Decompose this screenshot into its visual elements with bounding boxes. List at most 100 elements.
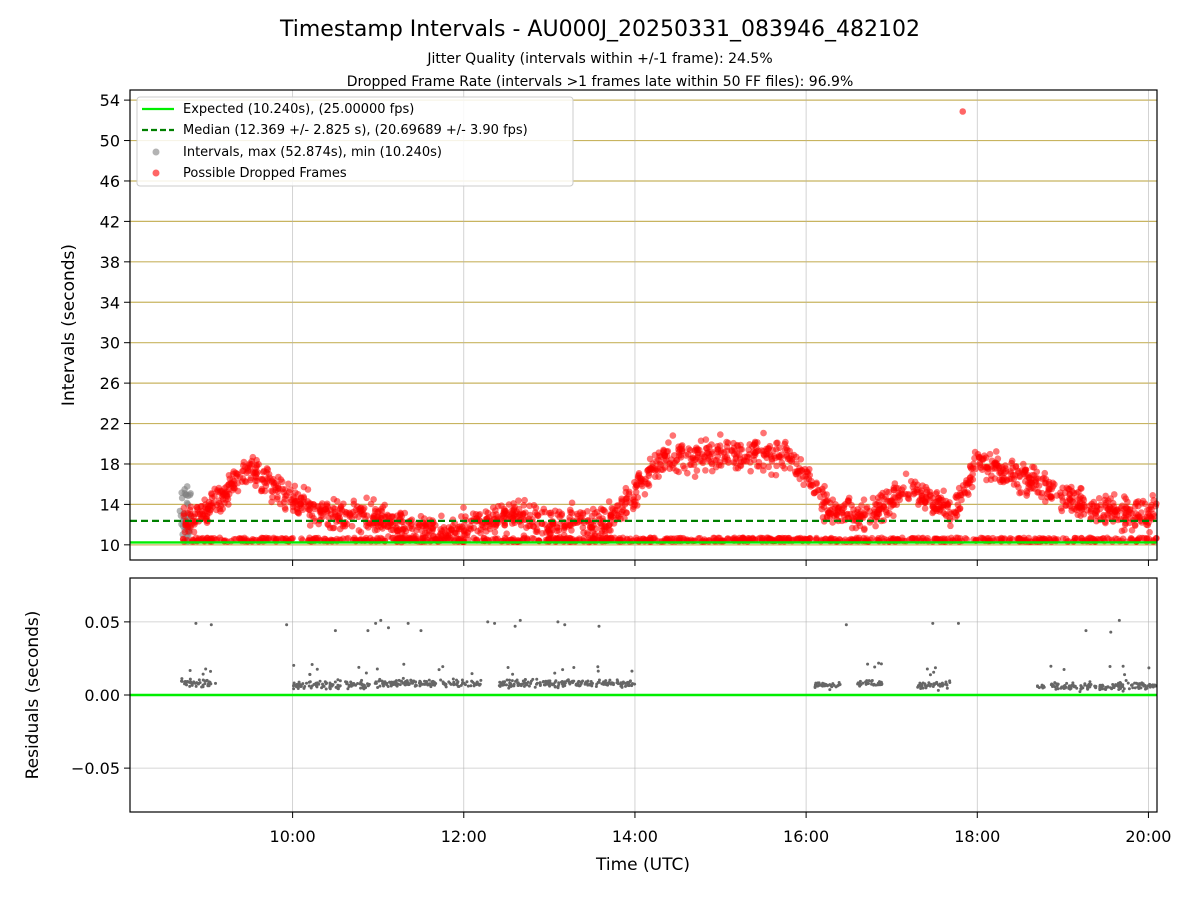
dropped-frame-point: [554, 511, 561, 518]
residual-point: [359, 686, 363, 690]
dropped-frame-point: [449, 516, 457, 524]
dropped-frame-point: [1083, 506, 1091, 514]
dropped-frame-point: [778, 536, 785, 543]
intervals-ytick-label: 30: [100, 334, 120, 353]
dropped-frame-point: [294, 509, 302, 516]
dropped-frame-point: [408, 525, 416, 533]
dropped-frame-point: [355, 527, 363, 534]
residual-point: [826, 683, 830, 687]
dropped-frame-point: [1110, 491, 1118, 498]
residual-point: [1140, 681, 1144, 685]
residual-point: [493, 621, 497, 625]
residual-point: [879, 662, 883, 666]
residual-point: [571, 681, 575, 685]
residual-point: [401, 676, 405, 680]
dropped-frame-point: [538, 520, 546, 528]
dropped-frame-point: [910, 481, 917, 488]
residual-point: [376, 685, 380, 689]
intervals-ytick-label: 42: [100, 212, 120, 231]
dropped-frame-point: [775, 452, 783, 459]
residual-point: [214, 681, 218, 685]
dropped-frame-point: [976, 460, 984, 467]
residual-point: [1084, 629, 1088, 633]
dropped-frame-point: [707, 459, 715, 466]
dropped-frame-point: [180, 512, 188, 520]
dropped-frame-point: [900, 484, 907, 491]
dropped-frame-point: [774, 439, 781, 447]
residual-point: [586, 683, 590, 687]
dropped-frame-point: [1104, 497, 1112, 504]
residual-point: [572, 665, 576, 669]
residual-point: [1153, 683, 1157, 687]
dropped-frame-point: [633, 482, 641, 490]
dropped-frame-point: [1040, 474, 1047, 482]
dropped-frame-point: [563, 534, 571, 542]
residual-point: [209, 623, 213, 627]
dropped-frame-point: [210, 499, 217, 507]
residuals-ytick-label: 0.00: [84, 686, 120, 705]
residual-point: [574, 683, 578, 687]
dropped-frame-point: [1074, 511, 1082, 519]
x-tick-label: 20:00: [1125, 827, 1171, 846]
residual-point: [1133, 681, 1137, 685]
dropped-frame-point: [1041, 498, 1049, 505]
dropped-frame-point: [659, 466, 667, 473]
dropped-frame-point: [376, 514, 384, 521]
dropped-frame-point: [759, 467, 767, 474]
dropped-frame-point: [858, 502, 865, 509]
dropped-frame-point: [893, 501, 901, 508]
residual-point: [402, 662, 406, 666]
dropped-frame-point: [769, 447, 777, 454]
residual-point: [1035, 684, 1039, 688]
dropped-frame-point: [484, 509, 492, 517]
residual-point: [616, 682, 620, 686]
residual-point: [374, 621, 378, 625]
dropped-frame-point: [724, 456, 732, 464]
dropped-frame-point: [269, 493, 276, 501]
dropped-frame-point: [1145, 535, 1152, 542]
dropped-frame-point: [291, 482, 299, 490]
residual-point: [1088, 684, 1092, 688]
residual-point: [873, 665, 877, 669]
dropped-frame-point: [655, 473, 662, 480]
dropped-frame-point: [1113, 506, 1120, 514]
dropped-frame-point: [968, 465, 975, 472]
residual-point: [1083, 682, 1087, 686]
legend-intervals-marker: [152, 148, 160, 156]
residual-point: [204, 679, 208, 683]
dropped-frame-point: [1010, 475, 1018, 482]
legend-expected-label: Expected (10.240s), (25.00000 fps): [183, 102, 414, 117]
residual-point: [1059, 686, 1063, 690]
dropped-frame-point: [263, 468, 270, 476]
dropped-frame-point: [955, 484, 963, 492]
dropped-frame-point: [899, 490, 906, 498]
residual-point: [200, 685, 204, 689]
dropped-frame-point: [589, 505, 597, 513]
residual-point: [834, 685, 838, 689]
residuals-ytick-label: 0.05: [84, 613, 120, 632]
residual-point: [628, 679, 632, 683]
dropped-frame-point: [932, 535, 940, 543]
residual-point: [479, 678, 483, 682]
dropped-frame-point: [968, 483, 976, 491]
legend: Expected (10.240s), (25.00000 fps) Media…: [136, 96, 574, 187]
residual-point: [1126, 681, 1130, 685]
x-tick-label: 18:00: [954, 827, 1000, 846]
dropped-frame-point: [684, 469, 691, 477]
dropped-frame-point: [670, 464, 677, 472]
residual-point: [565, 679, 569, 683]
residual-point: [517, 683, 521, 687]
residual-point: [945, 686, 949, 690]
residual-point: [456, 680, 460, 684]
dropped-frame-point: [687, 455, 695, 463]
residual-point: [1106, 685, 1110, 689]
residual-point: [423, 679, 427, 683]
dropped-frame-point: [333, 498, 341, 505]
legend-dropped-marker: [152, 169, 160, 177]
residual-point: [345, 680, 349, 684]
residual-point: [563, 680, 567, 684]
dropped-frame-point: [369, 521, 377, 529]
residual-point: [398, 683, 402, 687]
dropped-frame-point: [446, 527, 453, 535]
residual-point: [357, 665, 361, 669]
